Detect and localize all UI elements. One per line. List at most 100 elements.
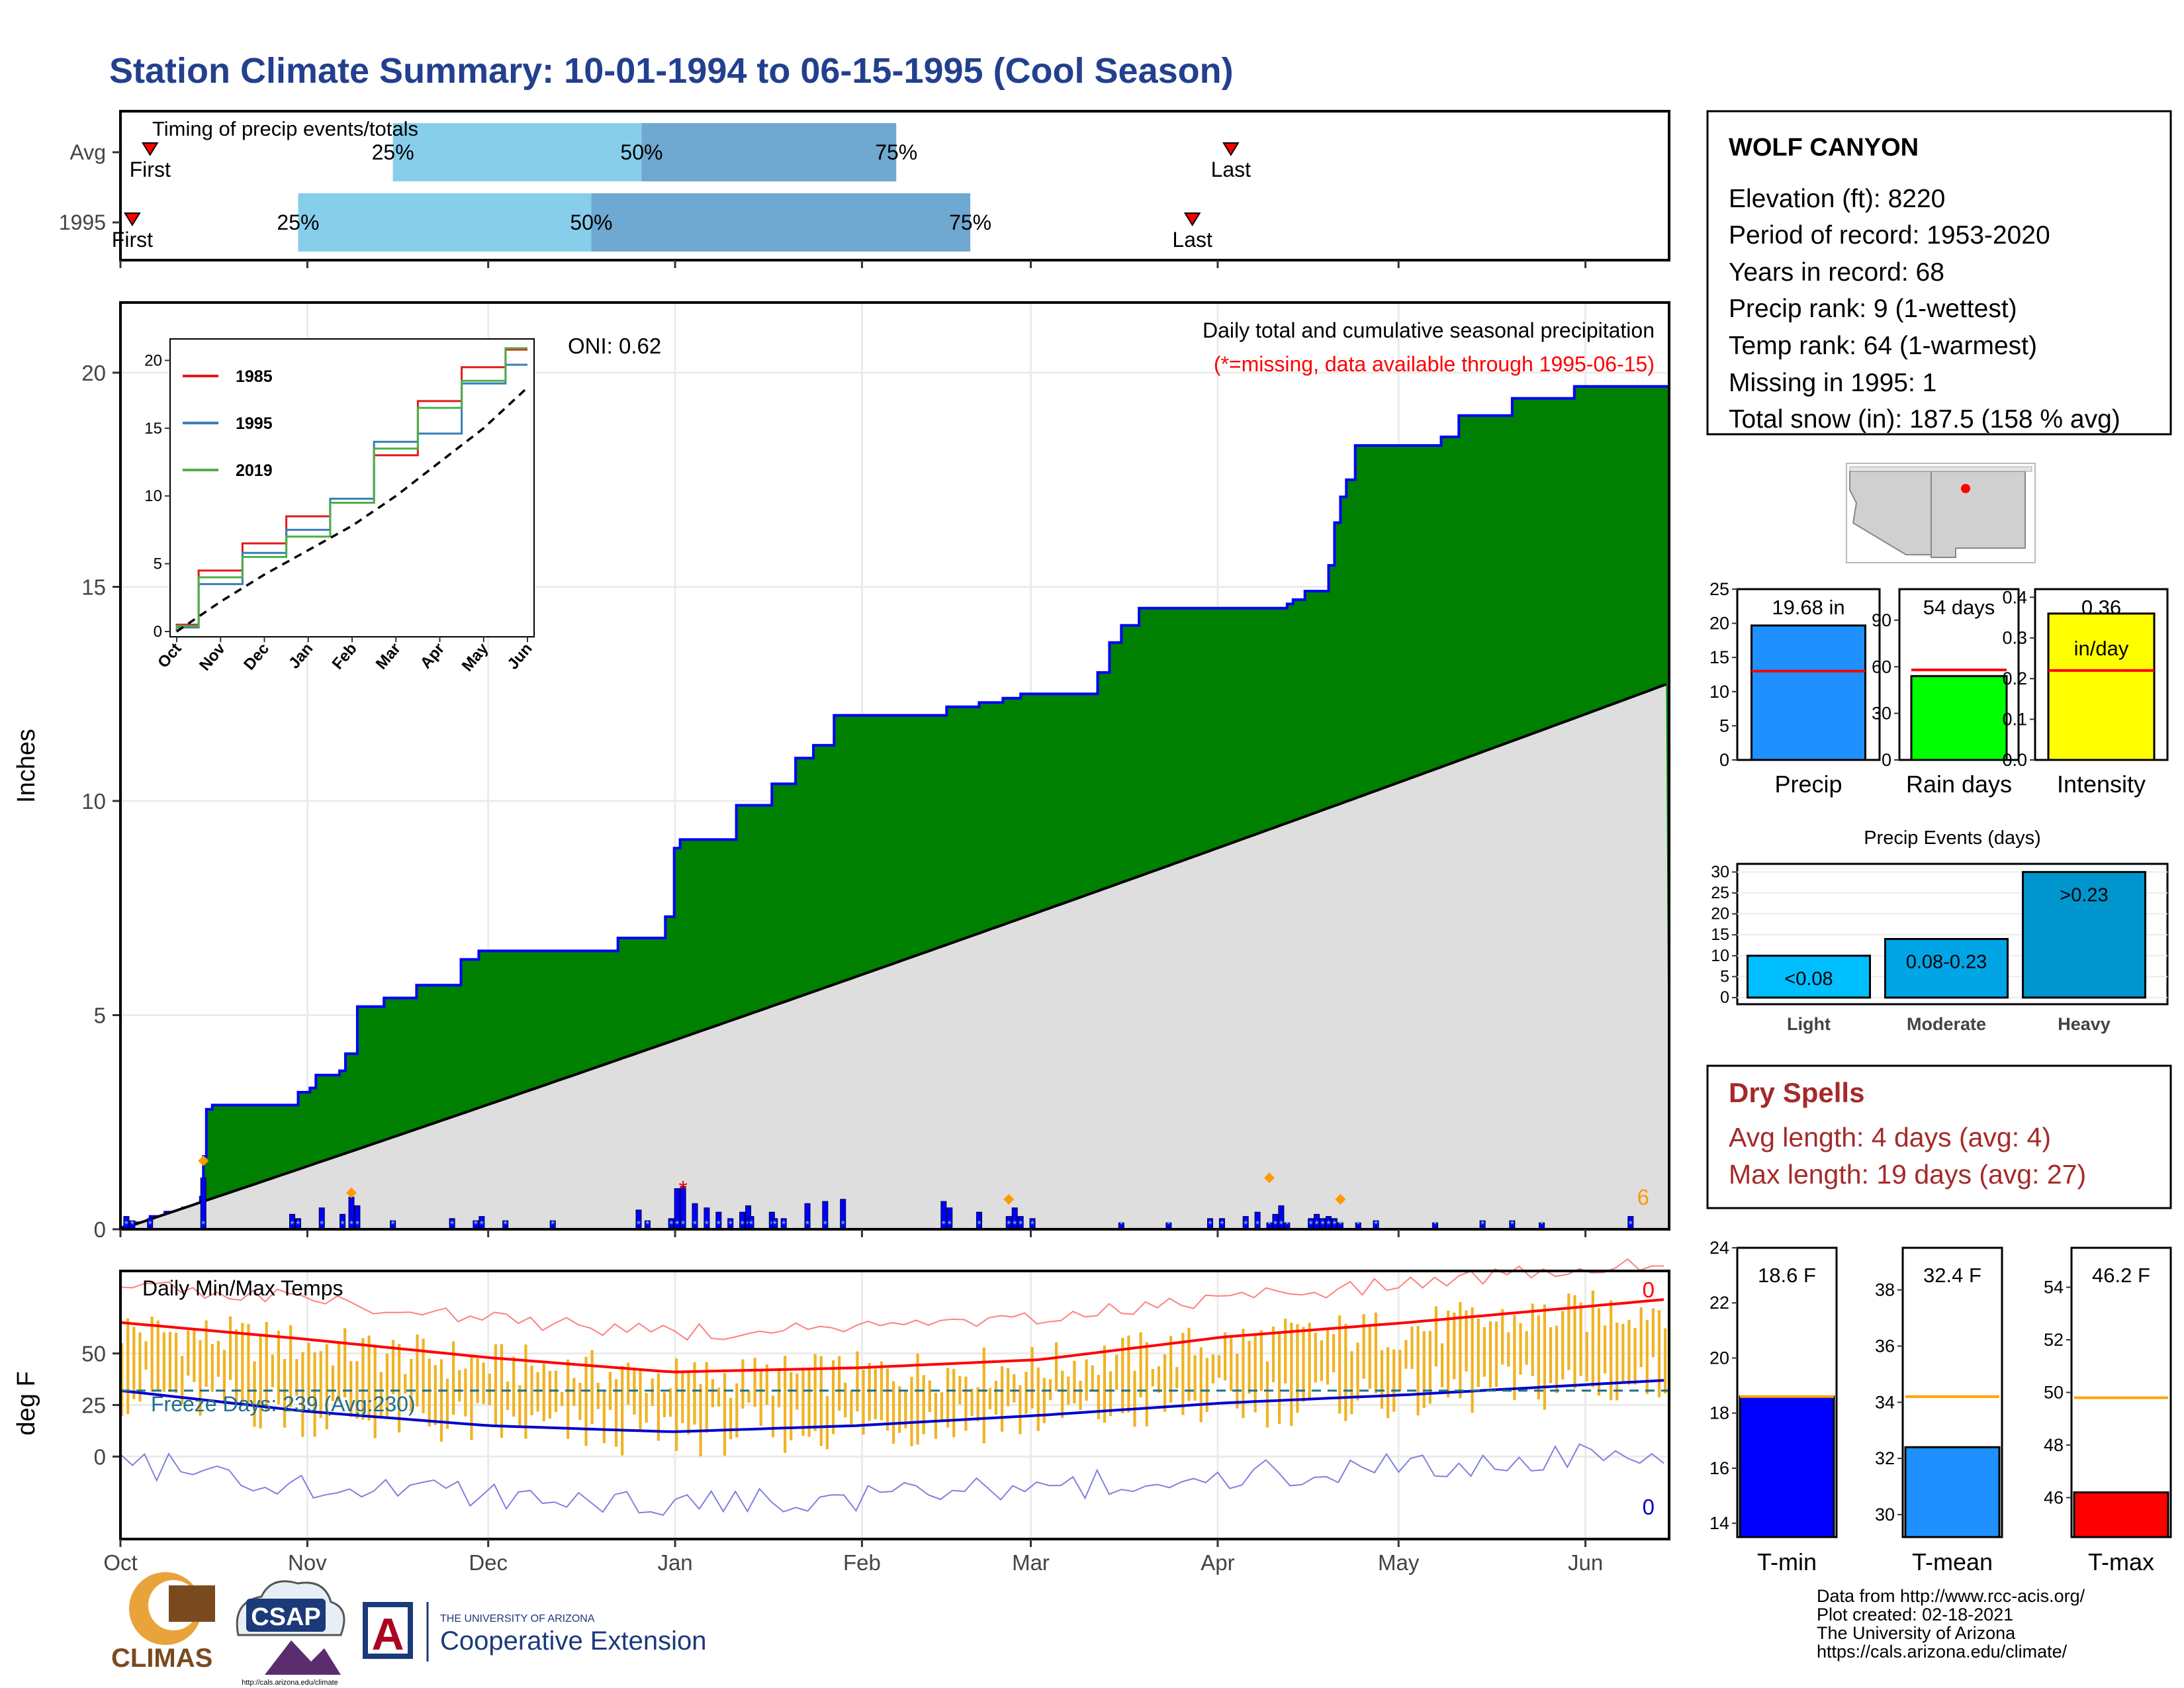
events-bar <box>1747 955 1871 999</box>
snow-star-marker: * <box>1539 1219 1543 1231</box>
daily-temp-bar <box>662 1392 666 1417</box>
month-label: Jun <box>1568 1550 1603 1575</box>
map-state-new-mexico <box>1931 471 2026 558</box>
daily-temp-bar <box>1579 1302 1582 1376</box>
daily-temp-bar <box>1224 1332 1227 1381</box>
inset-y-tick-label: 0 <box>154 623 162 641</box>
snow-star-marker: * <box>1267 1219 1271 1231</box>
daily-temp-bar <box>1651 1308 1655 1358</box>
timing-panel-label: Timing of precip events/totals <box>152 117 418 140</box>
climas-wordmark: CLIMAS <box>111 1644 212 1673</box>
daily-temp-bar <box>349 1361 353 1417</box>
quartile-bar-50-75 <box>591 193 971 252</box>
daily-temp-bar <box>801 1369 805 1436</box>
daily-temp-bar <box>657 1373 660 1441</box>
timing-event-marker <box>124 212 141 226</box>
stat-bar <box>1751 624 1866 761</box>
daily-temp-bar <box>1525 1331 1528 1365</box>
daily-temp-bar <box>1610 1300 1613 1401</box>
daily-temp-bar <box>1109 1371 1113 1417</box>
daily-temp-bar <box>235 1329 238 1404</box>
stat-bar-label: Precip <box>1774 771 1842 798</box>
daily-temp-bar <box>1205 1358 1208 1412</box>
events-tick-label: 30 <box>1711 863 1729 881</box>
daily-temp-bar <box>289 1325 293 1407</box>
heavy-event-marker <box>1003 1194 1015 1205</box>
stat-bar-tick-label: 0.1 <box>2002 710 2027 729</box>
daily-temp-bar <box>1459 1302 1462 1399</box>
daily-temp-bar <box>530 1366 533 1415</box>
temp-summary-tick-label: 54 <box>2044 1278 2064 1297</box>
events-tick-label: 0 <box>1720 988 1729 1007</box>
events-bar-label: Moderate <box>1907 1014 1986 1034</box>
daily-temp-bar <box>307 1342 310 1405</box>
daily-temp-bar <box>1567 1293 1570 1370</box>
daily-temp-bar <box>222 1350 226 1405</box>
csap-url: http://cals.arizona.edu/climate <box>242 1679 338 1687</box>
temp-summary-frame <box>2070 1246 2172 1538</box>
daily-temp-bar <box>1657 1310 1661 1397</box>
csap-wordmark: CSAP <box>251 1603 321 1631</box>
daily-temp-bar <box>138 1332 142 1402</box>
daily-temp-bar <box>1465 1310 1468 1372</box>
stat-bar-tick-label: 90 <box>1872 610 1891 630</box>
daily-temp-bar <box>1000 1366 1004 1432</box>
daily-temp-bar <box>193 1330 196 1382</box>
daily-temp-bar <box>476 1358 479 1403</box>
snow-star-marker: * <box>1013 1219 1017 1231</box>
quartile-bar-25-50 <box>298 193 592 252</box>
daily-temp-bar <box>1338 1315 1342 1414</box>
snow-star-marker: * <box>948 1219 952 1231</box>
station-location-dot <box>1961 484 1970 493</box>
daily-temp-bar <box>590 1350 594 1425</box>
daily-temp-bar <box>741 1359 745 1409</box>
daily-temp-bar <box>1169 1336 1173 1403</box>
daily-temp-bar <box>1410 1326 1414 1370</box>
daily-temp-bar <box>1531 1303 1534 1376</box>
daily-temp-bar <box>1236 1353 1239 1409</box>
daily-temp-bar <box>1121 1338 1124 1414</box>
month-label: Feb <box>843 1550 881 1575</box>
temp-y-tick-label: 25 <box>81 1393 106 1418</box>
daily-temp-bar <box>1519 1323 1522 1375</box>
snow-star-marker: * <box>1309 1219 1313 1231</box>
dry-spells-avg: Avg length: 4 days (avg: 4) <box>1729 1122 2051 1152</box>
temp-max-count: 0 <box>1643 1278 1655 1302</box>
stat-bar-tick-label: 10 <box>1709 682 1729 702</box>
snow-star-marker: * <box>340 1219 344 1231</box>
daily-temp-bar <box>1042 1378 1046 1424</box>
daily-temp-bar <box>567 1359 570 1439</box>
daily-temp-bar <box>1513 1315 1516 1401</box>
stat-bar-tick-label: 0.3 <box>2002 628 2027 648</box>
daily-temp-bar <box>379 1372 383 1417</box>
daily-temp-bar <box>838 1356 841 1411</box>
daily-temp-bar <box>874 1368 877 1420</box>
events-tick-label: 15 <box>1711 925 1729 944</box>
daily-temp-bar <box>1248 1340 1251 1394</box>
location-map <box>1846 463 2036 563</box>
daily-temp-bar <box>1404 1340 1408 1369</box>
inset-y-tick-label: 20 <box>144 352 162 369</box>
temp-summary-value: 32.4 F <box>1923 1264 1981 1287</box>
daily-temp-bar <box>385 1353 389 1419</box>
average-precip-line <box>120 682 1667 1231</box>
daily-temp-bar <box>331 1365 335 1401</box>
snow-star-marker: * <box>355 1219 359 1231</box>
daily-temp-bar <box>1019 1385 1022 1434</box>
stat-bar-tick-label: 20 <box>1709 614 1729 633</box>
heavy-event-marker <box>198 1155 209 1166</box>
snow-star-marker: * <box>1338 1219 1342 1231</box>
stat-bar-value: 54 days <box>1923 596 1995 619</box>
daily-temp-bar <box>494 1344 497 1427</box>
temp-summary-tick-label: 22 <box>1709 1293 1729 1313</box>
daily-temp-bar <box>404 1374 407 1394</box>
month-label: Nov <box>288 1550 327 1575</box>
quartile-bar-25-50 <box>392 123 642 181</box>
heavy-event-marker <box>345 1188 357 1199</box>
snow-star-marker: * <box>130 1219 134 1231</box>
daily-temp-bar <box>241 1323 244 1403</box>
daily-temp-bar <box>1362 1314 1365 1379</box>
daily-temp-bar <box>1585 1331 1588 1382</box>
daily-temp-bar <box>1230 1335 1233 1391</box>
daily-temp-bar <box>1477 1318 1480 1387</box>
